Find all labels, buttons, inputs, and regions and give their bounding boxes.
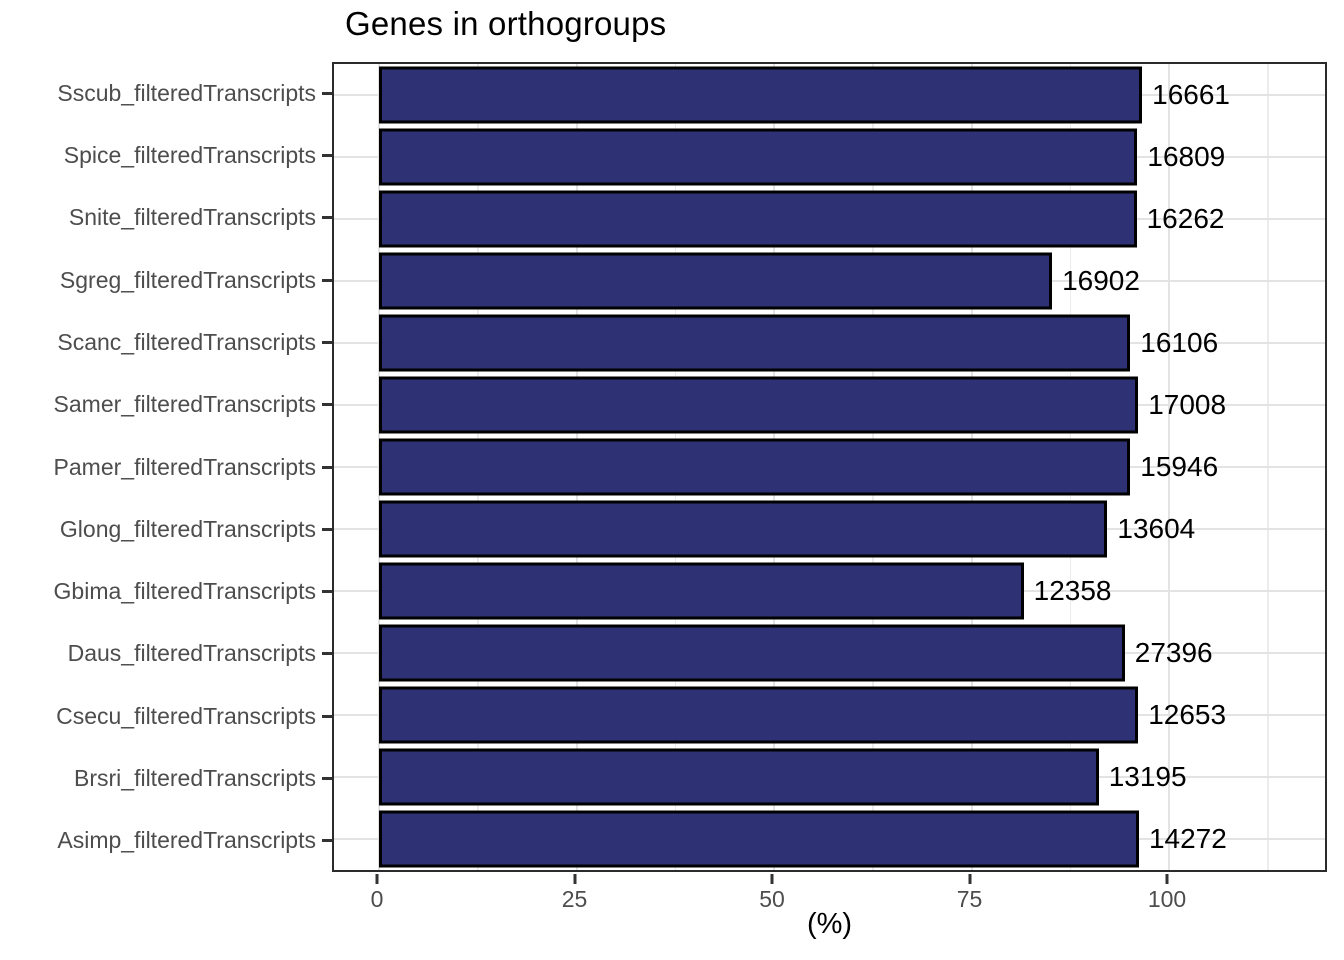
bar-row: 12653: [334, 684, 1325, 746]
bar-value-label: 15946: [1140, 451, 1219, 482]
bar: [379, 562, 1024, 620]
y-axis-label: Sgreg_filteredTranscripts: [59, 266, 316, 293]
bar-row: 12358: [334, 560, 1325, 622]
x-axis: 0 25 50 75 100: [332, 874, 1327, 918]
y-axis-label: Daus_filteredTranscripts: [67, 640, 316, 667]
bar-value-label: 16809: [1147, 141, 1226, 172]
y-tick-mark: [322, 153, 332, 157]
x-tick-mark: [573, 874, 576, 884]
y-axis-row: Snite_filteredTranscripts: [0, 187, 332, 249]
y-axis-label: Glong_filteredTranscripts: [59, 515, 316, 542]
bar-row: 16809: [334, 126, 1325, 188]
y-axis-row: Spice_filteredTranscripts: [0, 124, 332, 186]
bar: [379, 376, 1139, 434]
bar-row: 17008: [334, 374, 1325, 436]
y-axis-row: Daus_filteredTranscripts: [0, 623, 332, 685]
bar: [379, 252, 1053, 310]
bar-value-label: 16661: [1152, 79, 1230, 110]
y-axis-label: Scanc_filteredTranscripts: [57, 328, 316, 355]
y-tick-mark: [322, 590, 332, 594]
y-tick-mark: [322, 403, 332, 407]
y-axis-row: Glong_filteredTranscripts: [0, 498, 332, 560]
bar-row: 16661: [334, 64, 1325, 126]
y-axis-label: Brsri_filteredTranscripts: [74, 765, 316, 792]
bar-value-label: 16262: [1146, 203, 1225, 234]
bar: [379, 314, 1131, 372]
chart-title: Genes in orthogroups: [345, 5, 667, 42]
y-axis-row: Sgreg_filteredTranscripts: [0, 249, 332, 311]
bar: [379, 810, 1139, 868]
y-tick-mark: [322, 340, 332, 344]
bar-value-label: 17008: [1148, 389, 1227, 420]
x-tick-label: 75: [956, 886, 983, 912]
y-axis-row: Samer_filteredTranscripts: [0, 374, 332, 436]
y-axis-label: Spice_filteredTranscripts: [63, 141, 316, 168]
x-tick-mark: [770, 874, 774, 884]
y-axis-row: Brsri_filteredTranscripts: [0, 747, 332, 809]
bar: [379, 500, 1108, 558]
bar-row: 16902: [334, 250, 1325, 312]
bar-row: 14272: [334, 808, 1325, 870]
y-tick-mark: [322, 839, 332, 843]
bar-value-label: 13604: [1117, 513, 1196, 544]
bar-row: 15946: [334, 436, 1325, 498]
bar-row: 13604: [334, 498, 1325, 560]
bar-row: 16106: [334, 312, 1325, 374]
y-axis-row: Asimp_filteredTranscripts: [0, 810, 332, 872]
x-tick-mark: [968, 874, 971, 884]
bar-value-label: 14272: [1148, 823, 1227, 854]
y-axis-row: Csecu_filteredTranscripts: [0, 685, 332, 747]
y-tick-mark: [322, 278, 332, 282]
bar-value-label: 13195: [1108, 761, 1187, 792]
y-tick-mark: [322, 777, 332, 781]
x-tick-mark: [375, 874, 379, 884]
y-tick-mark: [322, 91, 332, 95]
bar: [379, 624, 1125, 682]
bar-row: 27396: [334, 622, 1325, 684]
x-tick-mark: [1165, 874, 1169, 884]
bar-row: 16262: [334, 188, 1325, 250]
y-axis-row: Sscub_filteredTranscripts: [0, 62, 332, 124]
bar-value-label: 27396: [1134, 637, 1213, 668]
x-tick-label: 25: [561, 886, 588, 912]
x-tick-label: 100: [1147, 886, 1187, 912]
bar: [379, 438, 1131, 496]
y-axis-label: Snite_filteredTranscripts: [68, 204, 316, 231]
y-tick-mark: [322, 465, 332, 469]
bar-value-label: 16902: [1062, 265, 1140, 296]
bar: [379, 128, 1138, 186]
bar: [379, 66, 1143, 124]
bar-value-label: 12653: [1148, 699, 1227, 730]
y-axis-label: Pamer_filteredTranscripts: [53, 453, 316, 480]
y-tick-mark: [322, 714, 332, 718]
bar-value-label: 16106: [1140, 327, 1219, 358]
bar: [379, 190, 1137, 248]
bar-rows: 16661 16809 16262 16902 16106 17008 15946 13604…: [334, 64, 1325, 870]
y-tick-mark: [322, 216, 332, 220]
x-axis-title: (%): [806, 908, 853, 940]
y-axis-row: Scanc_filteredTranscripts: [0, 311, 332, 373]
y-axis-label: Sscub_filteredTranscripts: [57, 79, 316, 106]
y-axis-row: Gbima_filteredTranscripts: [0, 561, 332, 623]
y-axis-label: Samer_filteredTranscripts: [53, 391, 316, 418]
y-tick-mark: [322, 527, 332, 531]
x-tick-label: 0: [370, 886, 384, 912]
y-axis-label: Csecu_filteredTranscripts: [56, 702, 316, 729]
y-axis-label: Asimp_filteredTranscripts: [57, 827, 316, 854]
bar: [379, 686, 1139, 744]
bar-row: 13195: [334, 746, 1325, 808]
bar-value-label: 12358: [1033, 575, 1112, 606]
y-tick-mark: [322, 652, 332, 656]
plot-panel: 16661 16809 16262 16902 16106 17008 15946 13604…: [332, 62, 1327, 872]
bar: [379, 748, 1099, 806]
x-tick-label: 50: [759, 886, 785, 912]
y-axis-label: Gbima_filteredTranscripts: [53, 578, 316, 605]
y-axis: Sscub_filteredTranscripts Spice_filteredT…: [0, 62, 332, 872]
y-axis-row: Pamer_filteredTranscripts: [0, 436, 332, 498]
